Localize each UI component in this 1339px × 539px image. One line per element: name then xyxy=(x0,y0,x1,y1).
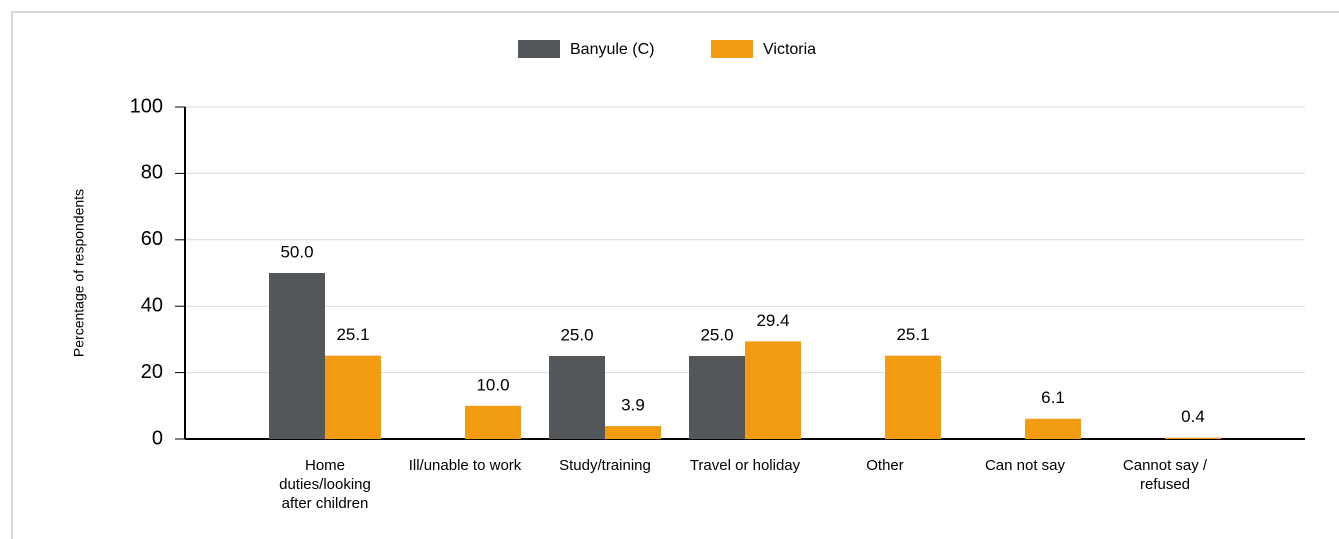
y-tick-label: 100 xyxy=(130,95,163,117)
value-label: 25.0 xyxy=(560,325,593,344)
value-label: 3.9 xyxy=(621,396,645,415)
value-label: 25.0 xyxy=(700,325,733,344)
y-tick-label: 0 xyxy=(152,427,163,449)
value-label: 25.1 xyxy=(896,325,929,344)
value-label: 29.4 xyxy=(756,311,789,330)
frame xyxy=(11,11,1339,539)
x-tick-label: Travel or holiday xyxy=(689,457,801,474)
legend-swatch xyxy=(518,40,560,58)
value-label: 10.0 xyxy=(476,375,509,394)
bar xyxy=(745,341,801,439)
bar xyxy=(325,355,381,439)
x-tick-label: Can not say xyxy=(984,457,1066,474)
x-tick-label: Other xyxy=(866,457,904,474)
bar xyxy=(885,355,941,439)
legend-swatch xyxy=(711,40,753,58)
legend-label: Victoria xyxy=(763,41,816,58)
value-label: 0.4 xyxy=(1181,407,1205,426)
bar xyxy=(1165,437,1221,439)
bar xyxy=(605,426,661,439)
legend-label: Banyule (C) xyxy=(570,41,654,58)
y-tick-label: 40 xyxy=(141,294,163,316)
bar xyxy=(549,356,605,439)
x-tick-label: Home duties/looking after children xyxy=(279,457,371,512)
y-axis-label: Percentage of respondents xyxy=(71,189,87,357)
bar xyxy=(269,273,325,439)
bar xyxy=(1025,418,1081,439)
y-tick-label: 20 xyxy=(141,361,163,383)
x-tick-label: Study/training xyxy=(559,457,651,474)
y-tick-label: 80 xyxy=(141,162,163,184)
x-tick-label: Ill/unable to work xyxy=(408,457,522,474)
y-tick-label: 60 xyxy=(141,228,163,250)
bar xyxy=(689,356,745,439)
value-label: 6.1 xyxy=(1041,388,1065,407)
x-tick-label: Cannot say / refused xyxy=(1122,457,1208,493)
bar xyxy=(465,405,521,439)
value-label: 25.1 xyxy=(336,325,369,344)
value-label: 50.0 xyxy=(280,242,313,261)
